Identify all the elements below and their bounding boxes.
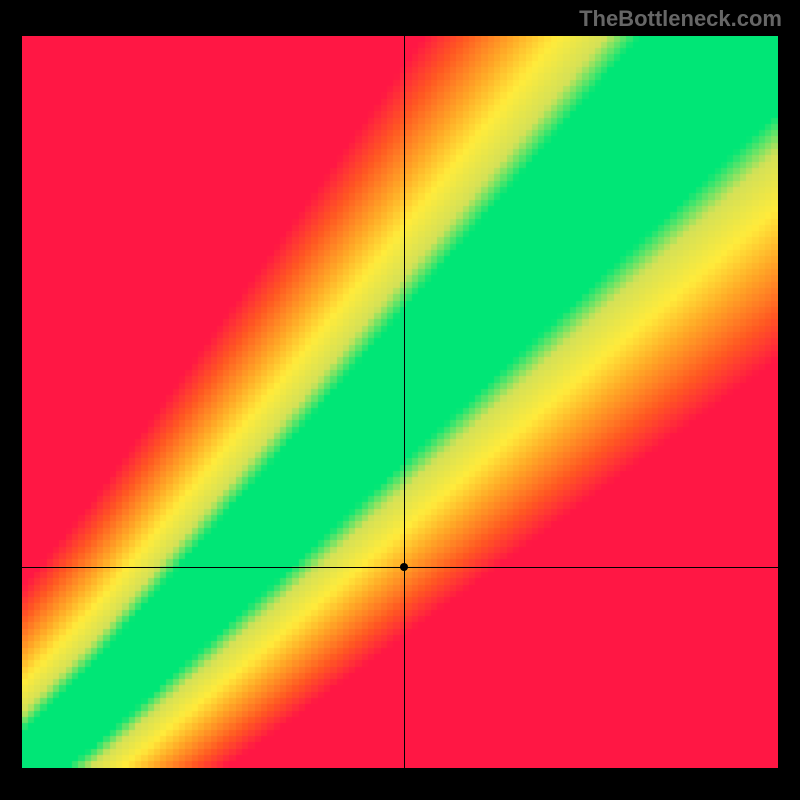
data-point-marker	[400, 563, 408, 571]
crosshair-vertical	[404, 36, 405, 768]
chart-container: { "watermark": "TheBottleneck.com", "cha…	[0, 0, 800, 800]
bottleneck-heatmap	[22, 36, 778, 768]
watermark-text: TheBottleneck.com	[579, 6, 782, 32]
